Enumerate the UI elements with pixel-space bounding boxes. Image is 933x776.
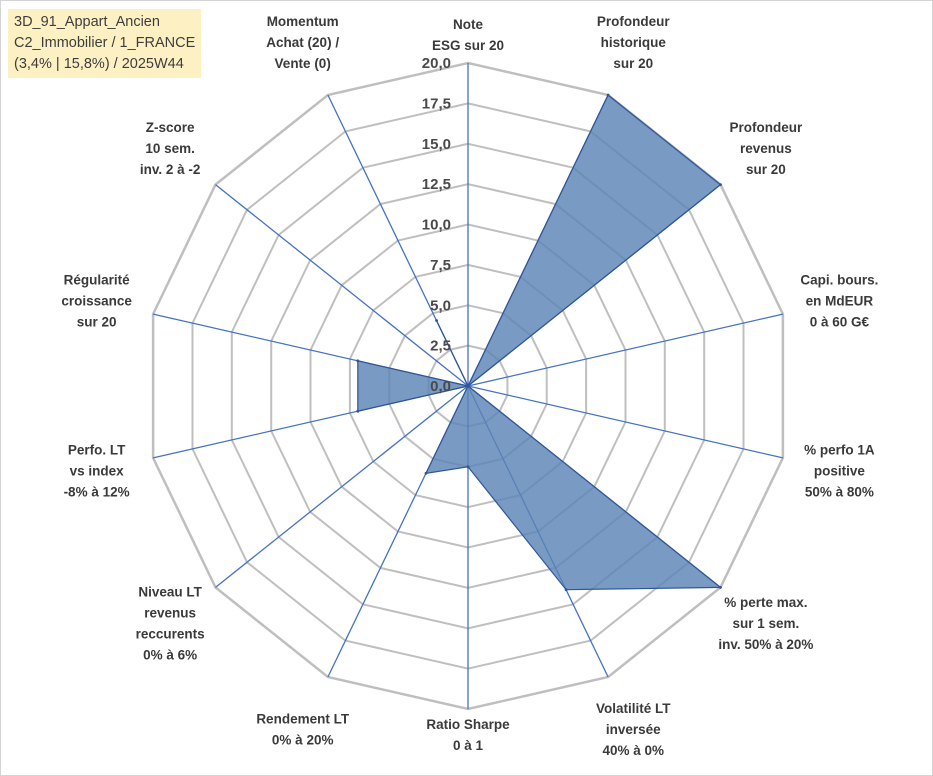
tick-label: 2,5: [430, 338, 451, 355]
category-label-line: Profondeur: [597, 14, 670, 29]
category-label-line: Capi. bours.: [800, 273, 878, 288]
category-label: Note ESG sur 20: [432, 17, 504, 53]
data-point: [466, 465, 470, 469]
category-label-line: ESG sur 20: [432, 38, 504, 53]
category-label-line: 40% à 0%: [603, 743, 665, 758]
category-label-line: % perfo 1A: [804, 442, 875, 457]
category-label-line: 50% à 80%: [805, 484, 874, 499]
category-label-line: sur 20: [613, 56, 653, 71]
tick-label: 15,0: [422, 136, 451, 153]
category-label-line: Ratio Sharpe: [426, 717, 510, 732]
series-area: [357, 94, 723, 591]
tick-label: 0,0: [430, 378, 451, 395]
category-label-line: inv. 50% à 20%: [718, 637, 813, 652]
title-line-3: (3,4% | 15,8%) / 2025W44: [14, 56, 184, 72]
category-label-line: en MdEUR: [806, 294, 874, 309]
category-label-line: Profondeur: [730, 120, 803, 135]
tick-label: 20,0: [422, 55, 451, 72]
category-label-line: croissance: [61, 294, 132, 309]
category-label-line: Niveau LT: [138, 585, 202, 600]
category-label: Niveau LT revenus reccurents 0% à 6%: [136, 585, 205, 663]
data-point: [466, 384, 470, 388]
category-label: Ratio Sharpe 0 à 1: [426, 717, 510, 753]
category-label-line: Achat (20) /: [266, 35, 339, 50]
category-label: Z-score 10 sem. inv. 2 à -2: [140, 120, 201, 177]
category-label-line: 0% à 20%: [272, 732, 334, 747]
category-label-line: sur 1 sem.: [733, 616, 800, 631]
tick-label: 5,0: [430, 297, 451, 314]
chart-title-box: 3D_91_Appart_Ancien C2_Immobilier / 1_FR…: [8, 9, 202, 78]
category-label-line: 10 sem.: [145, 141, 195, 156]
data-point: [356, 409, 360, 413]
spoke-line: [215, 385, 469, 588]
category-label-line: sur 20: [746, 162, 786, 177]
category-label: Profondeur historique sur 20: [597, 14, 670, 71]
data-point: [356, 359, 360, 363]
category-label-line: Rendement LT: [256, 711, 350, 726]
category-label-line: vs index: [70, 463, 125, 478]
tick-label: 12,5: [422, 176, 451, 193]
category-label-line: reccurents: [136, 627, 205, 642]
category-label: % perfo 1A positive 50% à 80%: [804, 442, 875, 499]
category-label-line: -8% à 12%: [64, 484, 130, 499]
category-label-line: Momentum: [267, 14, 339, 29]
category-label: Perfo. LT vs index -8% à 12%: [64, 442, 130, 499]
category-label-line: 0% à 6%: [143, 648, 197, 663]
category-label-line: Régularité: [64, 273, 131, 288]
category-label: Momentum Achat (20) / Vente (0): [266, 14, 339, 71]
category-label: Capi. bours. en MdEUR 0 à 60 G€: [800, 273, 878, 330]
data-point: [564, 588, 568, 592]
data-point: [424, 471, 428, 475]
category-label-line: % perte max.: [724, 595, 807, 610]
category-label-line: revenus: [144, 606, 196, 621]
title-line-2: C2_Immobilier / 1_FRANCE: [14, 35, 196, 51]
radar-category-labels: Note ESG sur 20 Profondeur historique sur 20…: [61, 14, 878, 758]
data-point: [435, 319, 438, 322]
category-label-line: sur 20: [77, 315, 117, 330]
category-label-line: inv. 2 à -2: [140, 162, 201, 177]
category-label: % perte max. sur 1 sem. inv. 50% à 20%: [718, 595, 813, 652]
tick-label: 17,5: [422, 95, 451, 112]
category-label-line: inversée: [606, 722, 661, 737]
tick-label: 7,5: [430, 257, 451, 274]
category-label: Volatilité LT inversée 40% à 0%: [596, 701, 671, 758]
category-label-line: Note: [453, 17, 483, 32]
category-label-line: revenus: [740, 141, 792, 156]
category-label-line: 0 à 1: [453, 738, 484, 753]
category-label: Profondeur revenus sur 20: [730, 120, 803, 177]
tick-label: 10,0: [422, 217, 451, 234]
category-label-line: Volatilité LT: [596, 701, 671, 716]
radar-tick-labels: 0,0 2,5 5,0 7,5 10,0 12,5 15,0 17,5 20,0: [422, 55, 451, 395]
category-label-line: positive: [814, 463, 866, 478]
data-point: [719, 183, 722, 187]
spoke-line: [467, 385, 784, 459]
spoke-line: [215, 184, 469, 387]
category-label-line: Vente (0): [275, 56, 331, 71]
category-label-line: 0 à 60 G€: [810, 315, 870, 330]
category-label-line: Z-score: [146, 120, 195, 135]
category-label: Rendement LT 0% à 20%: [256, 711, 350, 747]
spoke-line: [467, 313, 784, 387]
title-line-1: 3D_91_Appart_Ancien: [14, 14, 160, 30]
data-point: [719, 586, 722, 589]
data-point: [606, 93, 610, 97]
category-label-line: historique: [601, 35, 667, 50]
category-label: Régularité croissance sur 20: [61, 273, 132, 330]
category-label-line: Perfo. LT: [68, 442, 126, 457]
radar-series: [356, 93, 723, 592]
